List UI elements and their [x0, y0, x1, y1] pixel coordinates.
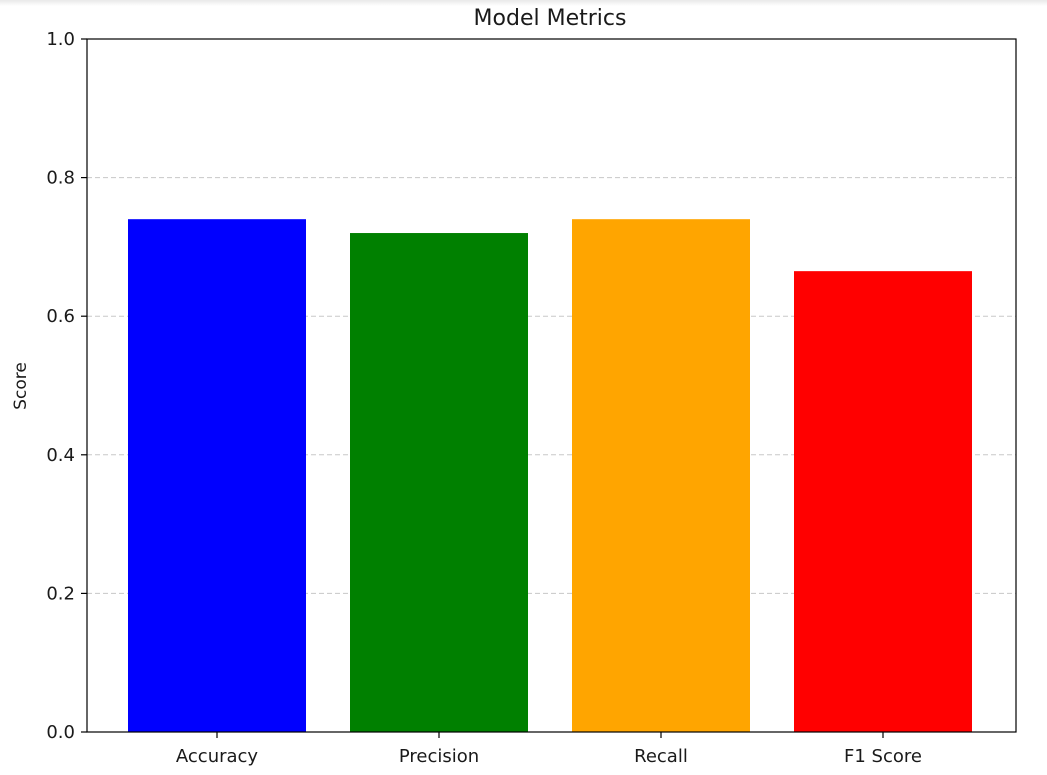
top-shadow-band [0, 0, 1047, 6]
x-tick-label: Precision [399, 746, 479, 767]
x-axis-ticks: Accuracy Precision Recall F1 Score [176, 732, 922, 767]
chart-title: Model Metrics [474, 6, 627, 31]
x-tick-label: F1 Score [844, 746, 922, 767]
bar-recall [572, 219, 750, 732]
y-tick-label: 1.0 [46, 29, 75, 50]
x-tick-label: Accuracy [176, 746, 259, 767]
x-tick-label: Recall [634, 746, 688, 767]
y-axis-label: Score [11, 362, 31, 410]
plot-frame [86, 38, 1017, 733]
y-tick-label: 0.6 [46, 306, 75, 327]
y-tick-label: 0.4 [46, 445, 75, 466]
y-tick-label: 0.0 [46, 722, 75, 743]
bar-accuracy [128, 219, 306, 732]
bar-precision [350, 233, 528, 733]
y-axis-ticks: 0.0 0.2 0.4 0.6 0.8 1.0 [46, 29, 87, 743]
bar-f1-score [794, 271, 972, 732]
y-tick-label: 0.8 [46, 168, 75, 189]
y-tick-label: 0.2 [46, 583, 75, 604]
bars [128, 219, 972, 733]
